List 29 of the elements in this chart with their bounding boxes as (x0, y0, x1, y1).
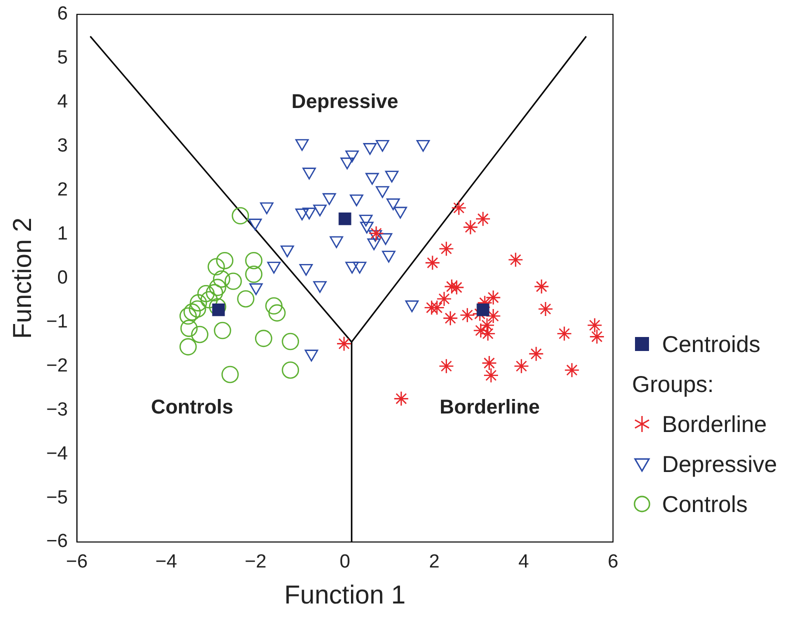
y-tick-label: 5 (57, 48, 68, 69)
annotation: Depressive (292, 91, 398, 114)
x-axis-title: Function 1 (284, 580, 406, 610)
y-tick-label: 6 (57, 4, 68, 25)
y-tick-label: −3 (46, 399, 68, 420)
annotation: Borderline (440, 396, 540, 419)
legend-label: Controls (662, 490, 748, 518)
y-tick-label: −2 (46, 355, 68, 376)
y-tick-label: 1 (57, 223, 68, 244)
legend-label: Depressive (662, 450, 778, 478)
y-tick-label: −1 (46, 311, 68, 332)
x-tick-label: 0 (340, 552, 350, 573)
x-tick-label: −2 (244, 552, 266, 573)
legend-title: Groups: (632, 370, 715, 399)
y-tick-label: −5 (46, 487, 68, 508)
x-tick-label: −4 (155, 552, 178, 573)
y-tick-label: 2 (57, 180, 68, 200)
legend-label: Centroids (662, 330, 760, 358)
legend-label: Borderline (662, 410, 767, 438)
y-tick-label: 3 (57, 136, 68, 157)
y-tick-label: −6 (46, 531, 68, 552)
x-tick-label: 4 (518, 552, 530, 573)
x-tick-label: 2 (429, 552, 440, 573)
y-axis-title: Function 2 (6, 217, 37, 339)
y-tick-label: 0 (57, 267, 68, 288)
annotation: Controls (151, 396, 234, 419)
y-tick-label: −4 (46, 443, 68, 464)
y-tick-label: 4 (57, 92, 68, 113)
x-tick-label: 6 (608, 552, 618, 573)
